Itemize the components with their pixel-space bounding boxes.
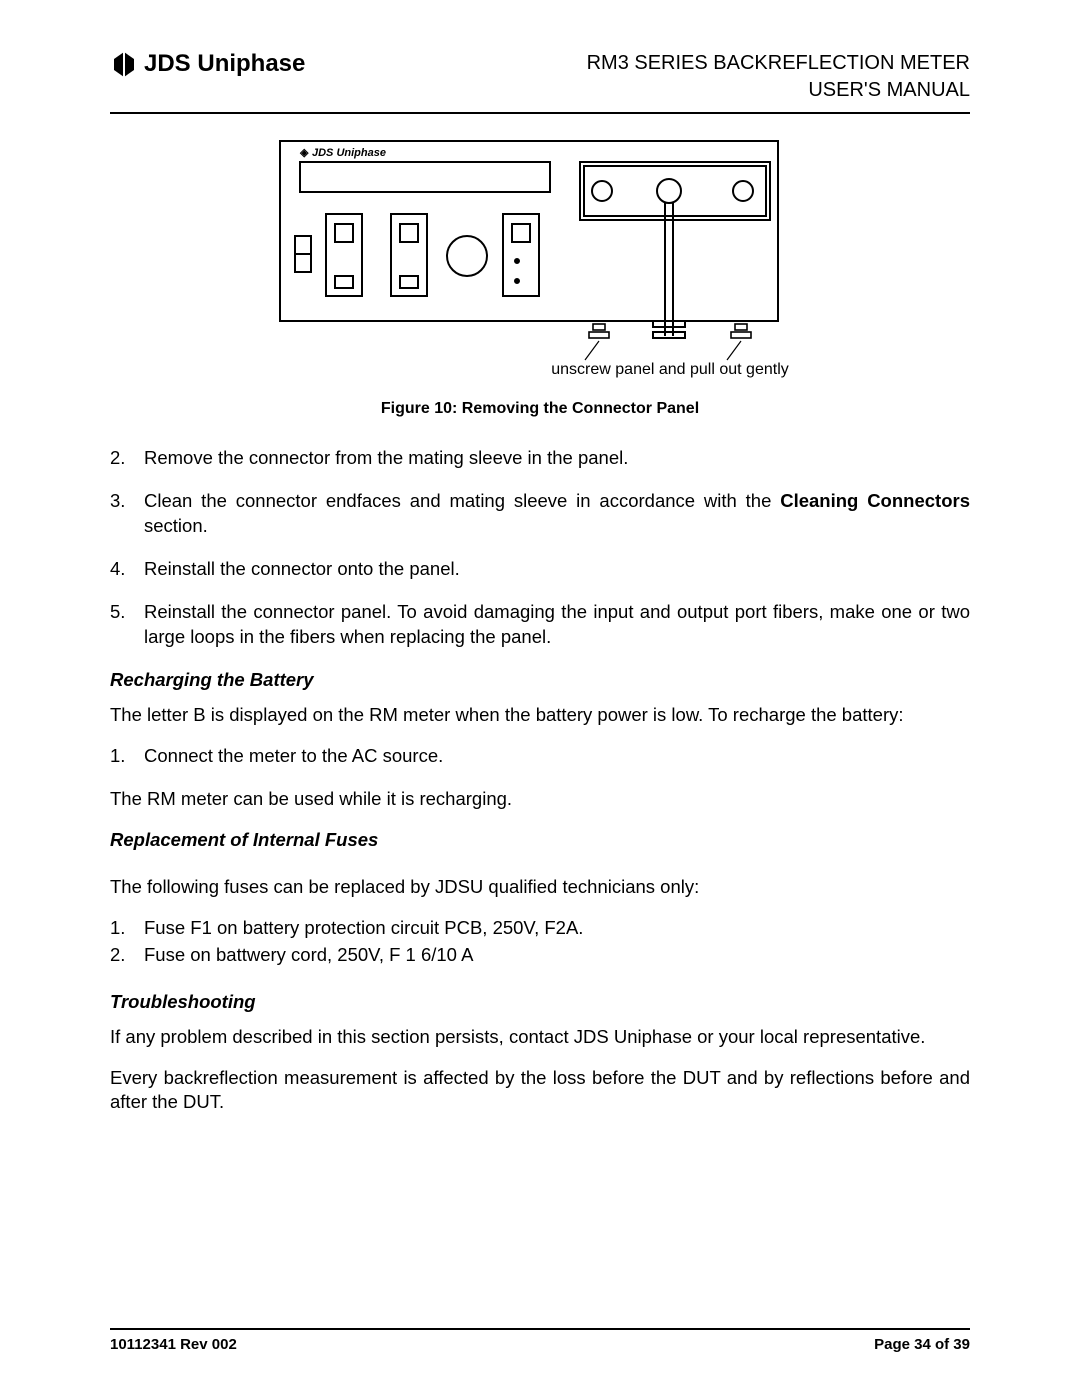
section-fuses-title: Replacement of Internal Fuses (110, 828, 970, 853)
footer-right: Page 34 of 39 (874, 1336, 970, 1353)
step-number: 4. (110, 557, 144, 582)
list-item: 1. Connect the meter to the AC source. (110, 744, 970, 769)
recharging-intro: The letter B is displayed on the RM mete… (110, 703, 970, 728)
list-item: 5. Reinstall the connector panel. To avo… (110, 600, 970, 650)
header-title: RM3 SERIES BACKREFLECTION METER USER'S M… (587, 50, 970, 104)
step-text: Connect the meter to the AC source. (144, 744, 970, 769)
step-number: 5. (110, 600, 144, 650)
list-item: 2. Remove the connector from the mating … (110, 446, 970, 471)
figure-10: ◈ JDS Uniphase unscrew panel and pull ou… (110, 136, 970, 418)
list-item: 1. Fuse F1 on battery protection circuit… (110, 916, 970, 941)
step-number: 2. (110, 943, 144, 968)
recharging-steps: 1. Connect the meter to the AC source. (110, 744, 970, 769)
troubleshooting-p1: If any problem described in this section… (110, 1025, 970, 1050)
logo-text: JDS Uniphase (144, 50, 305, 78)
step-number: 1. (110, 744, 144, 769)
page-header: JDS Uniphase RM3 SERIES BACKREFLECTION M… (110, 50, 970, 114)
step-text: Fuse F1 on battery protection circuit PC… (144, 916, 970, 941)
device-diagram-icon: ◈ JDS Uniphase unscrew panel and pull ou… (275, 136, 805, 381)
step-text: Remove the connector from the mating sle… (144, 446, 970, 471)
header-title-line1: RM3 SERIES BACKREFLECTION METER (587, 50, 970, 77)
troubleshooting-p2: Every backreflection measurement is affe… (110, 1066, 970, 1116)
step-text: Reinstall the connector onto the panel. (144, 557, 970, 582)
diagram-logo-text: JDS Uniphase (312, 147, 386, 159)
list-item: 4. Reinstall the connector onto the pane… (110, 557, 970, 582)
figure-caption: Figure 10: Removing the Connector Panel (110, 400, 970, 418)
footer-left: 10112341 Rev 002 (110, 1336, 237, 1353)
page-footer: 10112341 Rev 002 Page 34 of 39 (110, 1328, 970, 1353)
section-recharging-title: Recharging the Battery (110, 668, 970, 693)
header-title-line2: USER'S MANUAL (587, 77, 970, 104)
step-text: Reinstall the connector panel. To avoid … (144, 600, 970, 650)
steps-continued: 2. Remove the connector from the mating … (110, 446, 970, 650)
figure-note: unscrew panel and pull out gently (551, 361, 789, 378)
section-troubleshooting-title: Troubleshooting (110, 990, 970, 1015)
step-number: 3. (110, 489, 144, 539)
logo-mark-icon (110, 50, 138, 78)
page: JDS Uniphase RM3 SERIES BACKREFLECTION M… (0, 0, 1080, 1397)
recharging-closing: The RM meter can be used while it is rec… (110, 787, 970, 812)
step-number: 1. (110, 916, 144, 941)
step-number: 2. (110, 446, 144, 471)
fuses-steps: 1. Fuse F1 on battery protection circuit… (110, 916, 970, 968)
list-item: 2. Fuse on battwery cord, 250V, F 1 6/10… (110, 943, 970, 968)
step-text: Clean the connector endfaces and mating … (144, 489, 970, 539)
step-text: Fuse on battwery cord, 250V, F 1 6/10 A (144, 943, 970, 968)
page-content: 2. Remove the connector from the mating … (110, 446, 970, 1115)
brand-logo: JDS Uniphase (110, 50, 305, 78)
list-item: 3. Clean the connector endfaces and mati… (110, 489, 970, 539)
svg-text:◈: ◈ (299, 147, 309, 159)
fuses-intro: The following fuses can be replaced by J… (110, 875, 970, 900)
